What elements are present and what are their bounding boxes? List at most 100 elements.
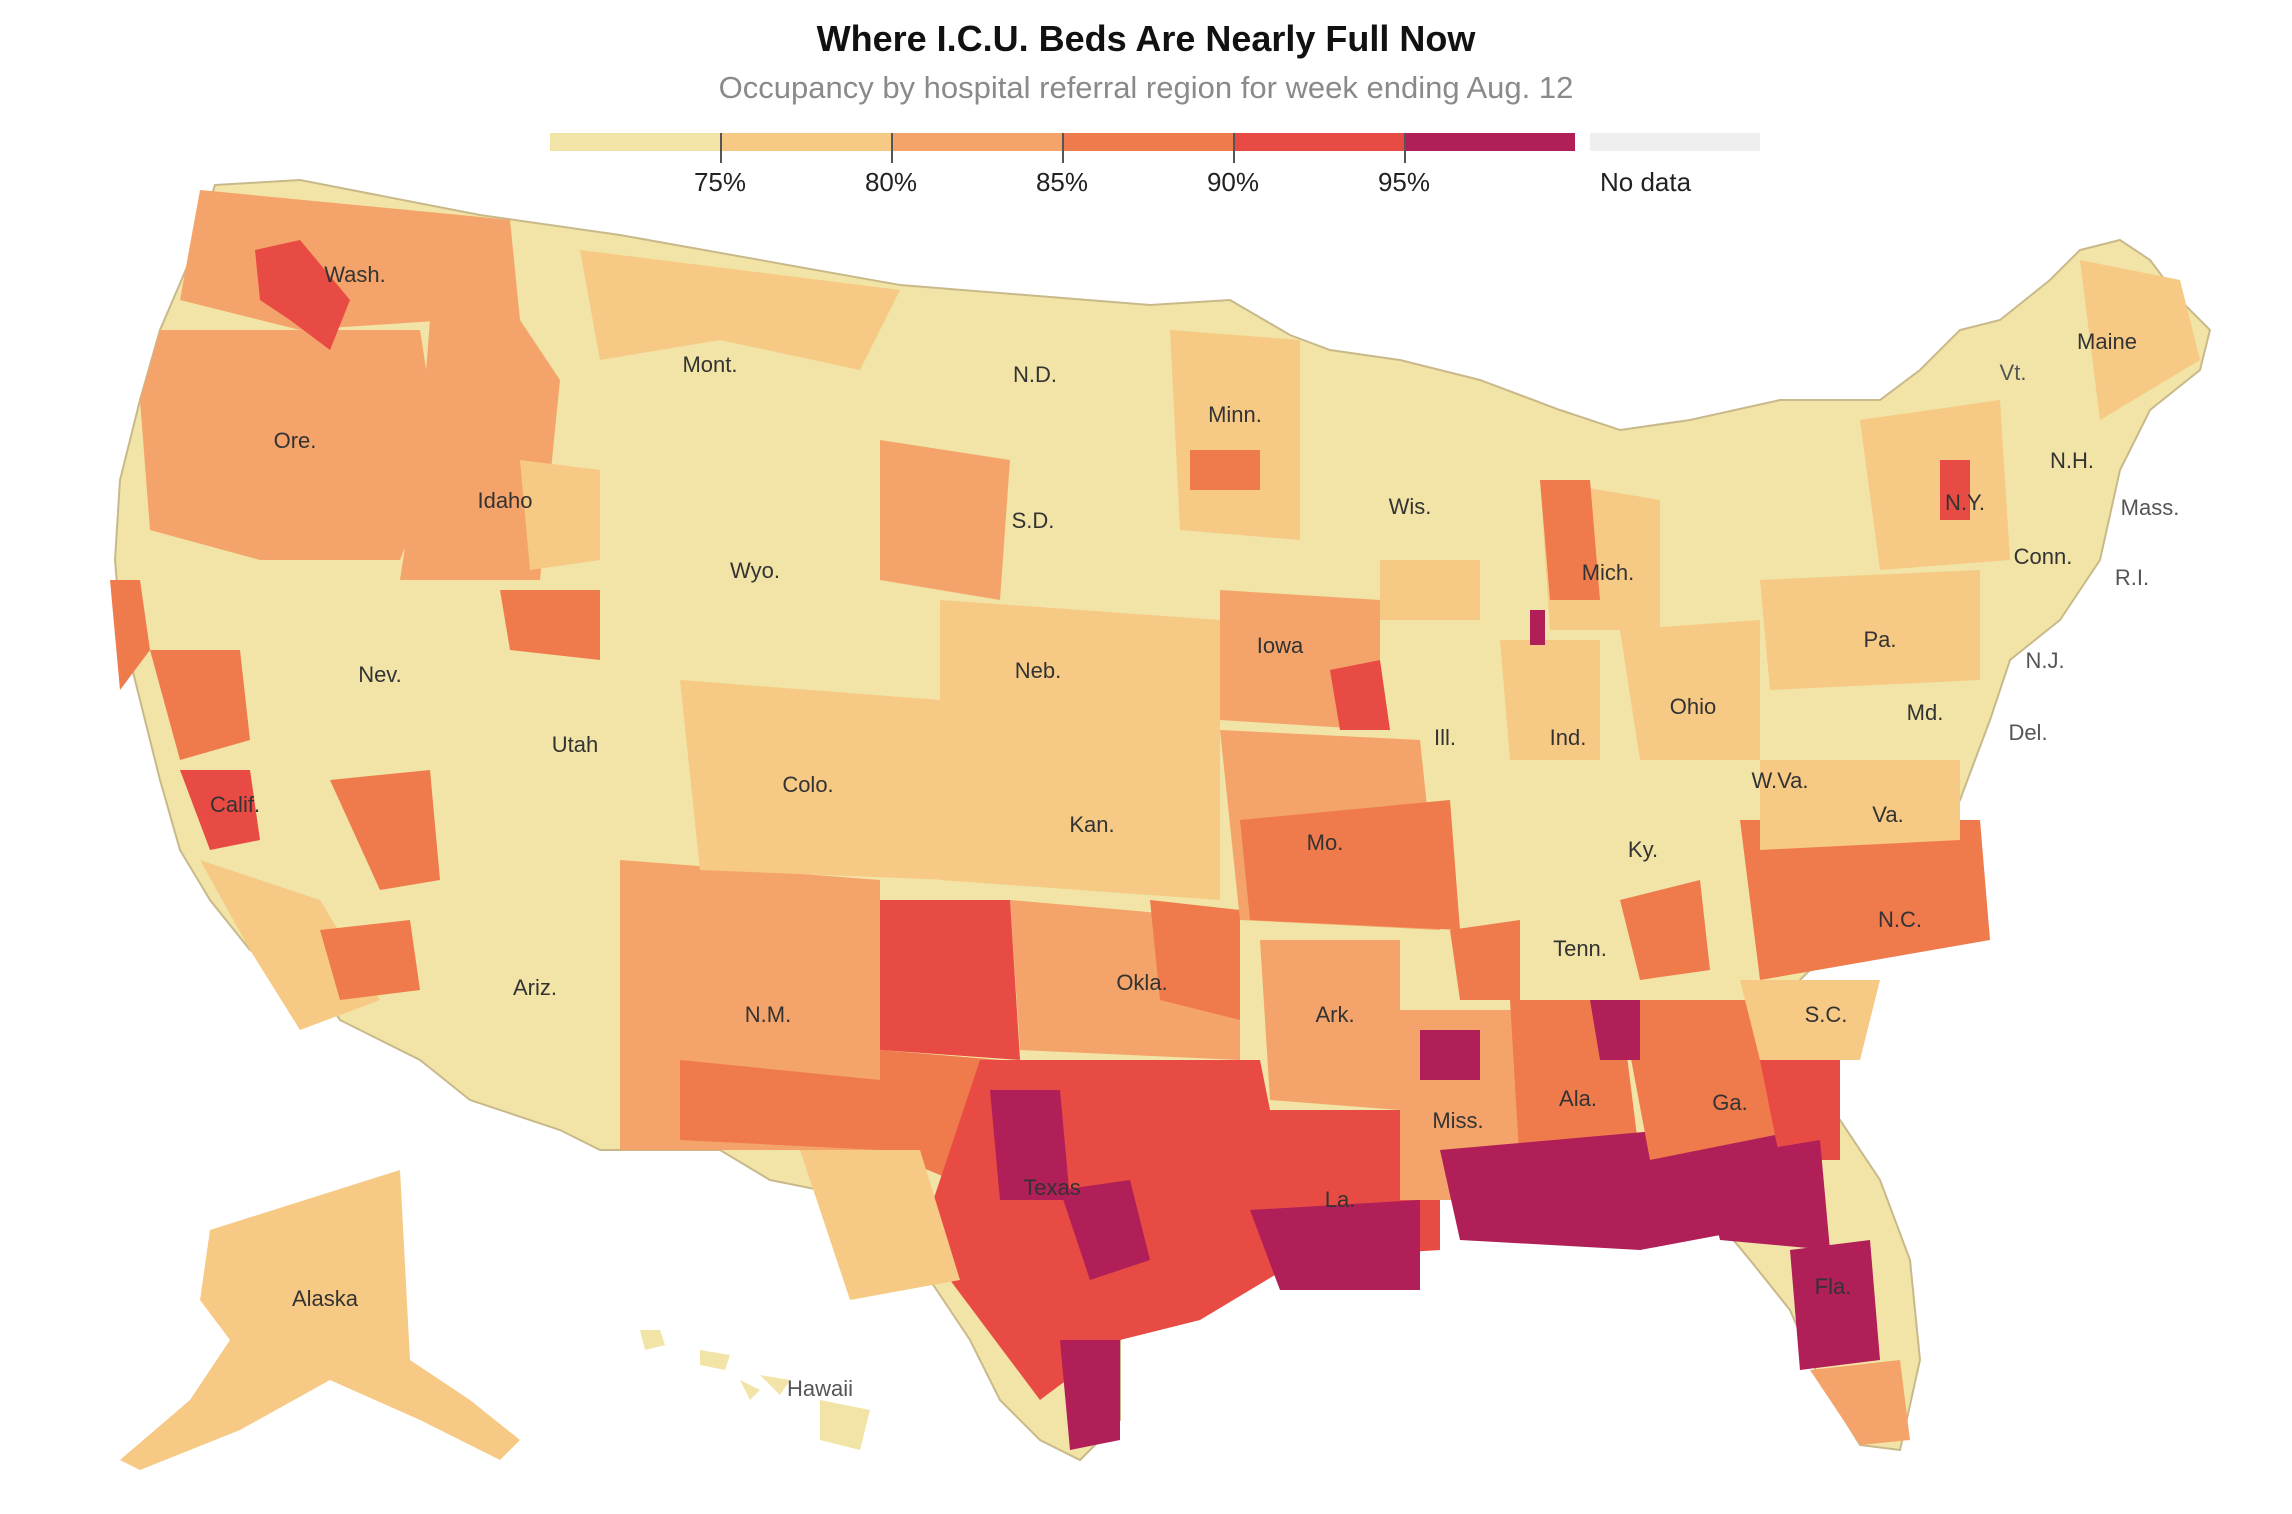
state-label-ark: Ark. [1315,1002,1354,1027]
region-nm-south [680,1060,880,1150]
region-indiana [1500,640,1600,760]
state-label-mich: Mich. [1582,560,1635,585]
region-minn [1170,330,1300,540]
region-new-york [1860,400,2010,570]
region-ca-south [200,860,380,1030]
region-washington [180,190,460,330]
state-label-colo: Colo. [782,772,833,797]
region-new-orleans [1250,1200,1420,1290]
state-label-wash: Wash. [324,262,386,287]
state-label-idaho: Idaho [477,488,532,513]
state-label-nev: Nev. [358,662,402,687]
state-label-maine: Maine [2077,329,2137,354]
region-mo-east [1240,800,1460,930]
state-label-okla: Okla. [1116,970,1167,995]
region-davenport [1330,660,1390,730]
legend-bin-3 [891,133,1062,151]
state-label-mont: Mont. [682,352,737,377]
region-tenn-east [1620,880,1710,980]
region-savannah [1760,1060,1840,1160]
region-idaho [400,215,560,580]
region-seattle [255,240,350,350]
legend-tick [1404,133,1406,163]
state-label-tenn: Tenn. [1553,936,1607,961]
legend-bin-5 [1233,133,1404,151]
region-mi-west [1540,480,1600,600]
legend-bin-4 [1062,133,1233,151]
state-label-nm: N.M. [745,1002,791,1027]
legend-bin-1 [550,133,720,151]
state-label-vt: Vt. [2000,360,2027,385]
state-label-nh: N.H. [2050,448,2094,473]
region-hawaii [640,1330,870,1450]
state-label-ky: Ky. [1628,837,1658,862]
color-legend: 75% 80% 85% 90% 95% No data [550,133,1770,213]
region-minneapolis [1190,450,1260,490]
legend-tick [1062,133,1064,163]
region-chicago [1530,610,1545,645]
state-label-neb: Neb. [1015,658,1061,683]
state-label-texas: Texas [1023,1175,1080,1200]
legend-tick-label: 85% [1035,167,1089,197]
state-label-ny: N.Y. [1945,490,1985,515]
region-montana-east [580,250,900,370]
region-ca-bay [180,770,260,850]
region-gulf-coast [1440,1120,1800,1250]
region-texas-south [1060,1340,1120,1450]
state-label-wva: W.Va. [1751,768,1808,793]
legend-tick-label: 90% [1206,167,1260,197]
state-label-conn: Conn. [2014,544,2073,569]
region-texas-dallas [990,1090,1070,1200]
region-oregon [140,330,440,560]
region-south-carolina [1740,980,1880,1060]
state-label-del: Del. [2008,720,2047,745]
region-texas-houston [1060,1180,1150,1280]
state-label-wis: Wis. [1389,494,1432,519]
state-label-calif: Calif. [210,792,260,817]
state-label-nj: N.J. [2025,648,2064,673]
state-label-va: Va. [1872,802,1903,827]
region-socal-inland [320,920,420,1000]
state-label-ohio: Ohio [1670,694,1716,719]
region-central-florida [1790,1240,1880,1370]
state-label-sd: S.D. [1012,508,1055,533]
legend-tick-label: 80% [864,167,918,197]
state-label-minn: Minn. [1208,402,1262,427]
legend-no-data-label: No data [1600,167,1692,197]
legend-tick [891,133,893,163]
region-ny-syracuse [1940,460,1970,520]
state-label-nc: N.C. [1878,907,1922,932]
region-alaska [120,1170,520,1470]
region-tenn-west [1450,920,1520,1000]
state-label-ind: Ind. [1550,725,1587,750]
state-label-kan: Kan. [1069,812,1114,837]
legend-tick [720,133,722,163]
state-label-ri: R.I. [2115,565,2149,590]
state-label-ore: Ore. [274,428,317,453]
region-atlanta-north [1590,1000,1640,1060]
state-label-ga: Ga. [1712,1090,1747,1115]
state-label-mo: Mo. [1307,830,1344,855]
region-new-england [2080,260,2200,420]
map-subtitle: Occupancy by hospital referral region fo… [718,70,1574,105]
legend-tick-label: 95% [1377,167,1431,197]
state-label-la: La. [1325,1187,1356,1212]
state-label-ala: Ala. [1559,1086,1597,1111]
region-carolinas [1740,820,1990,980]
region-tulsa [1150,900,1240,1020]
region-colorado-front [680,680,950,880]
region-pennsylvania [1760,570,1980,690]
region-ms-jackson [1420,1030,1480,1080]
region-arkansas [1260,940,1400,1110]
region-texas-panhandle [880,900,1020,1060]
region-boise [520,460,600,570]
state-label-hawaii: Hawaii [787,1376,853,1401]
legend-tick-label: 75% [693,167,747,197]
state-label-nd: N.D. [1013,362,1057,387]
state-label-ariz: Ariz. [513,975,557,1000]
region-south-florida [1810,1360,1910,1445]
region-texas-sw [800,1150,960,1300]
state-label-utah: Utah [552,732,598,757]
map-title: Where I.C.U. Beds Are Nearly Full Now [816,18,1476,59]
state-label-wyo: Wyo. [730,558,780,583]
